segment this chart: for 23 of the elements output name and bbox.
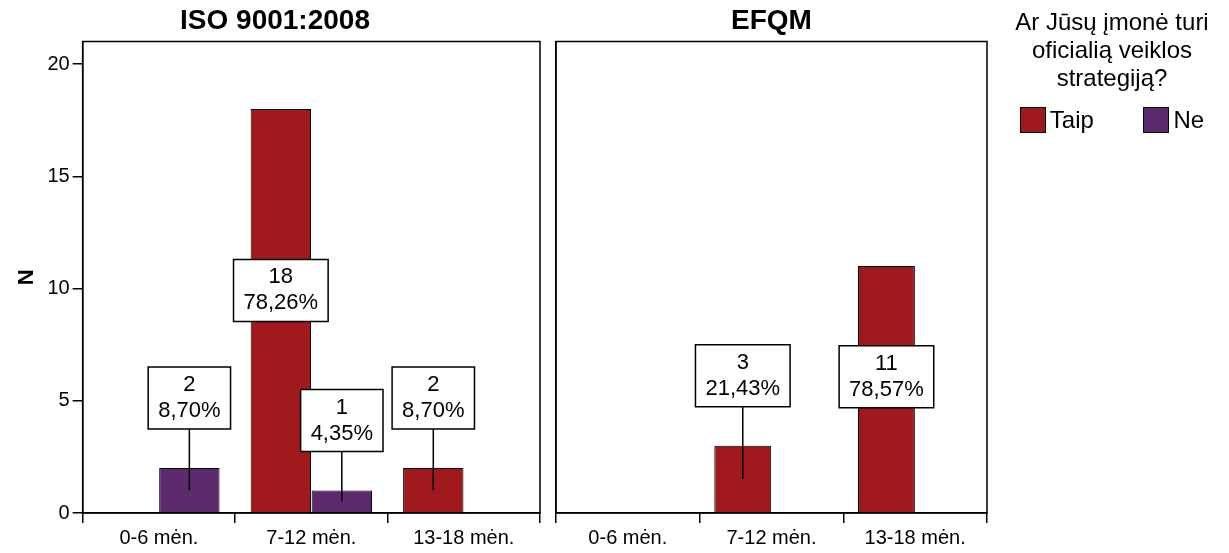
x-tick-label: 13-18 mėn. [413,525,515,548]
legend-label: Taip [1049,106,1094,134]
y-axis-title: N [13,269,39,286]
data-label: 2 8,70% [158,371,221,423]
x-tick-label: 0-6 mėn. [119,525,199,548]
y-tick-label: 5 [58,388,70,411]
data-label: 11 78,57% [849,349,924,401]
chart-title: EFQM [731,3,812,35]
data-label: 18 78,26% [243,263,319,315]
y-tick-label: 0 [58,500,70,523]
x-tick-label: 7-12 mėn. [726,525,817,548]
x-tick-label: 7-12 mėn. [266,525,357,548]
data-label: 1 4,35% [310,393,374,445]
legend-label: Ne [1173,106,1205,134]
x-tick-label: 13-18 mėn. [864,525,966,548]
y-tick-label: 10 [47,276,70,299]
y-tick-label: 20 [47,51,70,74]
chart-title: ISO 9001:2008 [180,3,370,35]
legend-title: Ar Jūsų įmonė turi oficialią veiklos strategiją? [1014,8,1210,92]
data-label: 3 21,43% [705,348,781,400]
data-label: 2 8,70% [402,371,465,423]
x-tick-label: 0-6 mėn. [588,525,668,548]
y-tick-label: 15 [47,163,70,186]
